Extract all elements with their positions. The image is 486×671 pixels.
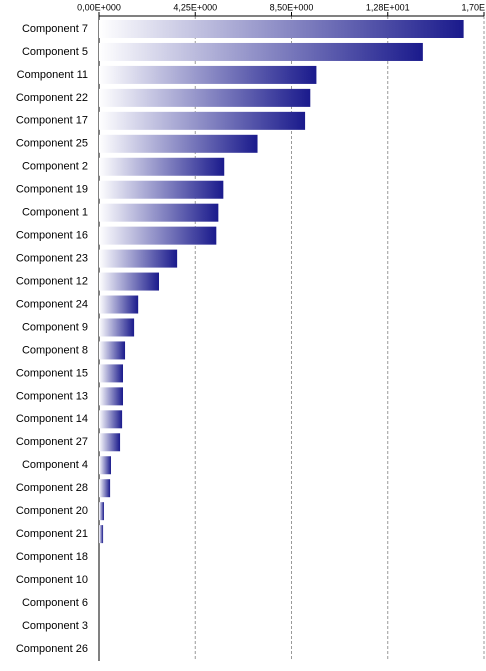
y-tick-label: Component 22 <box>16 92 88 104</box>
y-tick-label: Component 3 <box>22 620 88 632</box>
y-tick-label: Component 26 <box>16 643 88 655</box>
y-tick-label: Component 24 <box>16 298 88 310</box>
y-tick-label: Component 15 <box>16 367 88 379</box>
bar <box>99 180 224 199</box>
bar <box>99 111 306 130</box>
x-tick-label: 0,00E+000 <box>77 2 121 12</box>
x-tick-label: 1,70E <box>461 2 485 12</box>
bar <box>99 410 123 429</box>
y-tick-label: Component 21 <box>16 528 88 540</box>
y-tick-label: Component 11 <box>17 69 88 81</box>
bar <box>99 134 258 153</box>
y-tick-label: Component 5 <box>22 46 88 58</box>
y-tick-label: Component 18 <box>16 551 88 563</box>
bar <box>99 318 135 337</box>
bar <box>99 249 178 268</box>
bar <box>99 387 124 406</box>
y-tick-label: Component 8 <box>22 344 88 356</box>
y-tick-label: Component 9 <box>22 321 88 333</box>
bar <box>99 157 225 176</box>
bar <box>99 456 112 475</box>
y-tick-label: Component 4 <box>22 459 88 471</box>
bar <box>99 525 104 544</box>
y-tick-label: Component 7 <box>22 23 88 35</box>
bar <box>99 226 217 245</box>
bar <box>99 42 423 61</box>
y-tick-label: Component 23 <box>16 253 88 265</box>
x-tick-label: 8,50E+000 <box>270 2 314 12</box>
y-tick-label: Component 27 <box>16 436 88 448</box>
y-tick-label: Component 16 <box>16 230 88 242</box>
bar <box>99 20 464 38</box>
y-tick-label: Component 17 <box>16 115 88 127</box>
y-tick-label: Component 2 <box>22 161 88 173</box>
bar <box>99 433 121 452</box>
y-tick-label: Component 1 <box>22 207 88 219</box>
bar <box>99 203 219 222</box>
x-tick-label: 1,28E+001 <box>366 2 410 12</box>
bar <box>99 502 104 521</box>
bar <box>99 364 124 383</box>
bar <box>99 272 160 291</box>
bar <box>99 479 111 498</box>
bar <box>99 65 317 84</box>
y-tick-label: Component 19 <box>16 184 88 196</box>
bar <box>99 88 311 107</box>
y-tick-label: Component 13 <box>16 390 88 402</box>
y-tick-label: Component 20 <box>16 505 88 517</box>
y-tick-label: Component 12 <box>16 275 88 287</box>
y-tick-label: Component 6 <box>22 597 88 609</box>
y-tick-label: Component 10 <box>16 574 88 586</box>
y-tick-label: Component 14 <box>16 413 88 425</box>
bar <box>99 341 126 360</box>
x-tick-label: 4,25E+000 <box>173 2 217 12</box>
y-tick-label: Component 25 <box>16 138 88 150</box>
bar <box>99 295 139 314</box>
y-tick-label: Component 28 <box>16 482 88 494</box>
